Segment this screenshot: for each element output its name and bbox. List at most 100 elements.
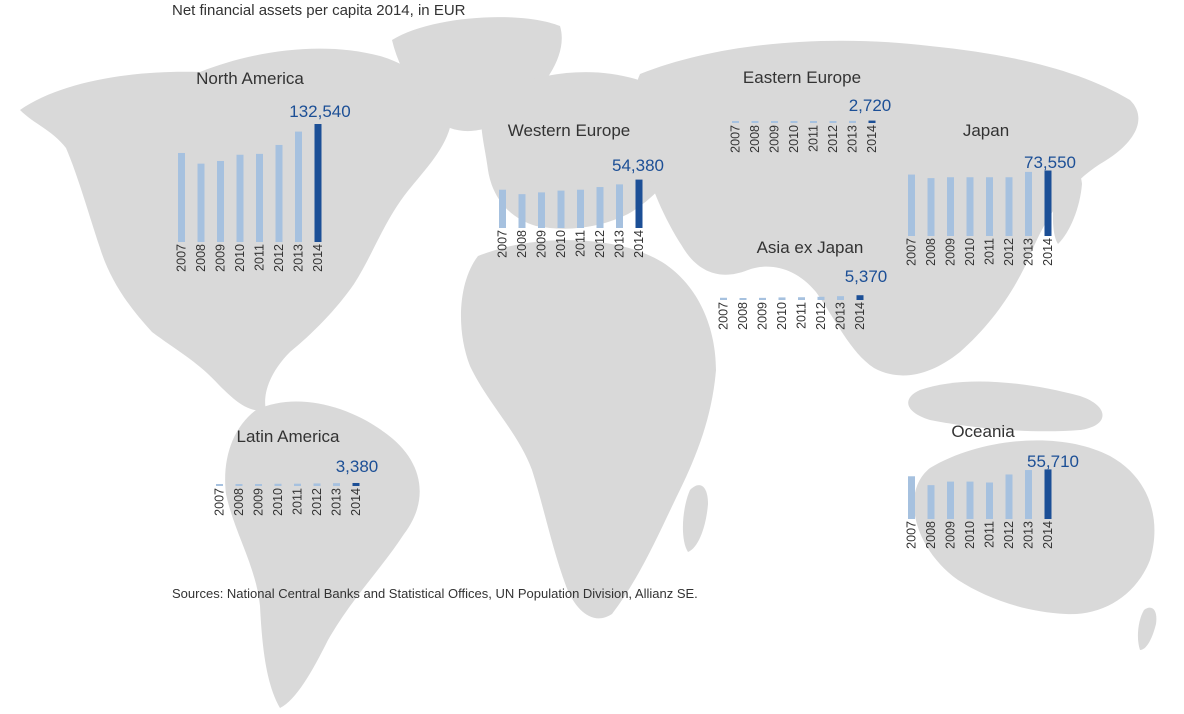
chart-eastern-europe: Eastern Europe 2007 2008 2009 2010 2011 2012 20… <box>729 68 892 153</box>
japan-bar-2007 <box>908 174 915 236</box>
eastern-europe-tick-2007: 2007 <box>729 125 743 153</box>
asia-ex-japan-bar-2008 <box>739 298 747 300</box>
chart-japan: Japan 2007 2008 2009 2010 2011 2012 2013 2014 73,… <box>905 121 1077 266</box>
north-america-bar-2008 <box>197 163 205 242</box>
asia-ex-japan-tick-2013: 2013 <box>834 302 848 330</box>
oceania-bar-2014 <box>1044 469 1052 519</box>
north-america-tick-2009: 2009 <box>214 244 228 272</box>
north-america-tick-2007: 2007 <box>175 244 189 272</box>
chart-asia-ex-japan: Asia ex Japan 2007 2008 2009 2010 2011 2012 201… <box>717 238 888 330</box>
asia-ex-japan-tick-2014: 2014 <box>853 302 867 330</box>
western-europe-tick-2013: 2013 <box>613 230 627 258</box>
latin-america-tick-2014: 2014 <box>349 488 363 516</box>
japan-tick-2011: 2011 <box>983 238 997 265</box>
latin-america-tick-2010: 2010 <box>271 488 285 516</box>
north-america-bar-2009 <box>217 160 224 242</box>
asia-ex-japan-tick-2007: 2007 <box>717 302 731 330</box>
latin-america-bar-2008 <box>235 484 243 486</box>
north-america-tick-2011: 2011 <box>253 244 267 271</box>
western-europe-bar-2012 <box>596 187 604 228</box>
landmass-madagascar <box>682 485 708 552</box>
eastern-europe-bar-2007 <box>732 121 739 123</box>
oceania-tick-2012: 2012 <box>1002 521 1016 549</box>
eastern-europe-bar-2009 <box>771 121 778 123</box>
landmass-indonesia <box>908 381 1103 432</box>
japan-tick-2012: 2012 <box>1002 238 1016 266</box>
japan-bar-2013 <box>1025 171 1032 236</box>
oceania-tick-2011: 2011 <box>983 521 997 548</box>
japan-bar-2008 <box>927 178 935 236</box>
landmass-south-america <box>225 401 420 708</box>
north-america-bar-2010 <box>236 154 244 242</box>
japan-tick-2008: 2008 <box>924 238 938 266</box>
eastern-europe-tick-2010: 2010 <box>787 125 801 153</box>
north-america-bar-2012 <box>275 144 283 242</box>
oceania-bar-2012 <box>1005 474 1013 519</box>
japan-bar-2012 <box>1005 177 1013 236</box>
latin-america-bar-2014 <box>352 482 360 486</box>
chart-western-europe: Western Europe 2007 2008 2009 2010 2011 2012 20… <box>496 121 665 258</box>
asia-ex-japan-bar-2014 <box>856 295 864 300</box>
asia-ex-japan-bar-2009 <box>759 297 766 300</box>
japan-bar-2014 <box>1044 170 1052 236</box>
latin-america-tick-2009: 2009 <box>252 488 266 516</box>
landmass-africa <box>460 240 716 619</box>
asia-ex-japan-title: Asia ex Japan <box>757 238 864 257</box>
eastern-europe-bar-2014 <box>868 120 876 123</box>
latin-america-tick-2011: 2011 <box>291 488 305 515</box>
north-america-tick-2012: 2012 <box>272 244 286 272</box>
western-europe-bar-2009 <box>538 192 545 228</box>
eastern-europe-tick-2008: 2008 <box>748 125 762 153</box>
north-america-tick-2008: 2008 <box>194 244 208 272</box>
eastern-europe-tick-2011: 2011 <box>807 125 821 152</box>
japan-bar-2011 <box>986 177 993 236</box>
source-note: Sources: National Central Banks and Stat… <box>172 586 698 601</box>
asia-ex-japan-tick-2008: 2008 <box>736 302 750 330</box>
western-europe-tick-2010: 2010 <box>554 230 568 258</box>
latin-america-tick-2012: 2012 <box>310 488 324 516</box>
oceania-tick-2007: 2007 <box>905 521 919 549</box>
oceania-bar-2007 <box>908 476 915 519</box>
asia-ex-japan-bar-2012 <box>817 296 825 300</box>
oceania-tick-2008: 2008 <box>924 521 938 549</box>
latin-america-value-label: 3,380 <box>336 457 379 476</box>
oceania-title: Oceania <box>951 422 1015 441</box>
latin-america-bar-2011 <box>294 483 301 486</box>
north-america-bar-2011 <box>256 153 263 242</box>
oceania-tick-2009: 2009 <box>944 521 958 549</box>
landmass-japan <box>1052 165 1082 244</box>
eastern-europe-value-label: 2,720 <box>849 96 892 115</box>
oceania-bar-2011 <box>986 482 993 519</box>
chart-north-america: North America 2007 2008 2009 2010 2011 2012 201… <box>175 69 351 272</box>
oceania-bar-2013 <box>1025 470 1032 519</box>
asia-ex-japan-tick-2012: 2012 <box>814 302 828 330</box>
western-europe-bar-2013 <box>616 184 623 228</box>
western-europe-bar-2007 <box>499 189 506 228</box>
latin-america-tick-2013: 2013 <box>330 488 344 516</box>
oceania-bar-2008 <box>927 485 935 519</box>
latin-america-tick-2008: 2008 <box>232 488 246 516</box>
latin-america-tick-2007: 2007 <box>213 488 227 516</box>
oceania-tick-2014: 2014 <box>1041 521 1055 549</box>
japan-bar-2010 <box>966 177 974 236</box>
latin-america-title: Latin America <box>237 427 341 446</box>
asia-ex-japan-value-label: 5,370 <box>845 267 888 286</box>
oceania-bar-2009 <box>947 481 954 519</box>
latin-america-bar-2009 <box>255 484 262 486</box>
japan-tick-2010: 2010 <box>963 238 977 266</box>
western-europe-tick-2007: 2007 <box>496 230 510 258</box>
asia-ex-japan-bar-2007 <box>720 297 727 300</box>
eastern-europe-bar-2010 <box>790 121 798 123</box>
eastern-europe-tick-2013: 2013 <box>846 125 860 153</box>
oceania-tick-2010: 2010 <box>963 521 977 549</box>
north-america-bar-2013 <box>295 131 302 242</box>
north-america-tick-2010: 2010 <box>233 244 247 272</box>
latin-america-bar-2007 <box>216 484 223 486</box>
oceania-tick-2013: 2013 <box>1022 521 1036 549</box>
western-europe-value-label: 54,380 <box>612 156 664 175</box>
western-europe-bar-2011 <box>577 189 584 228</box>
eastern-europe-bar-2013 <box>849 120 856 123</box>
asia-ex-japan-bar-2011 <box>798 297 805 300</box>
eastern-europe-bar-2008 <box>751 121 759 123</box>
eastern-europe-tick-2009: 2009 <box>768 125 782 153</box>
